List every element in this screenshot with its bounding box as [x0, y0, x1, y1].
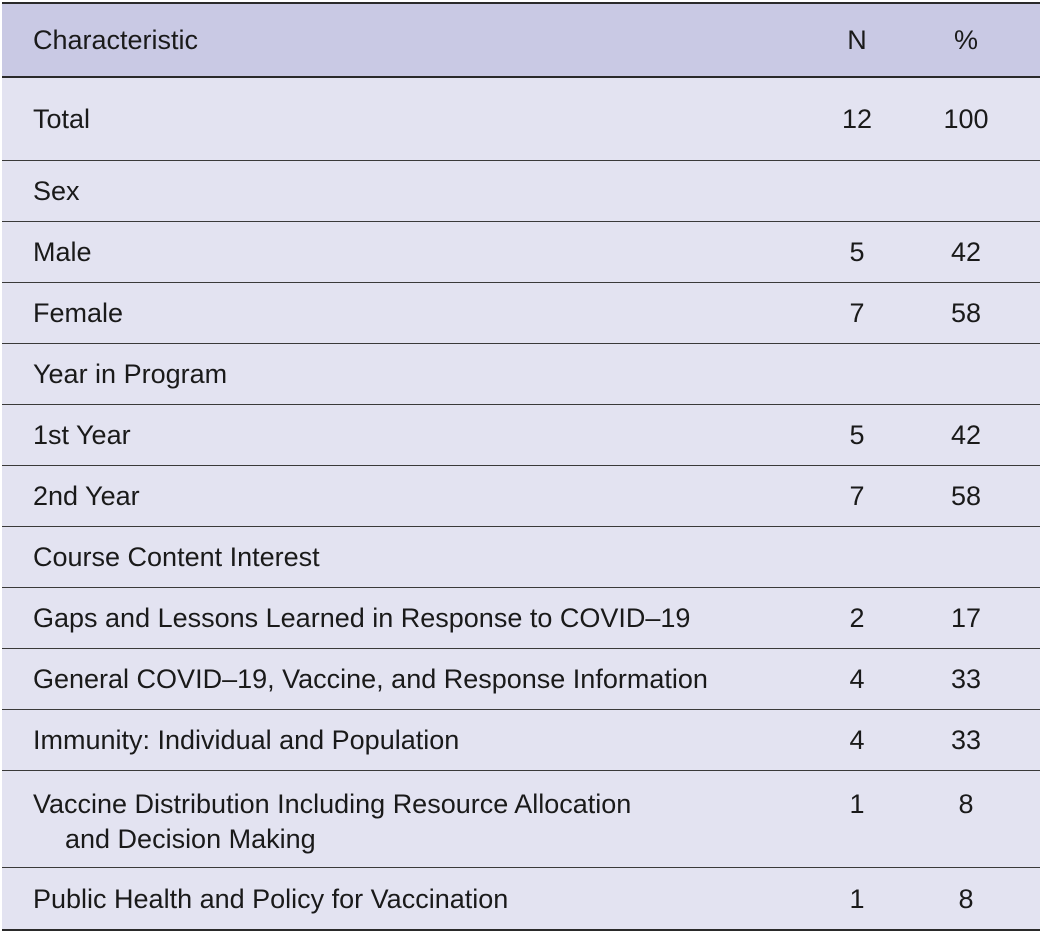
header-percent: %: [953, 25, 978, 55]
row-label: Year in Program: [33, 359, 228, 389]
row-percent: 58: [950, 298, 982, 328]
row-percent: 33: [950, 725, 982, 755]
row-label: Immunity: Individual and Population: [33, 725, 460, 755]
row-percent: 100: [943, 104, 989, 134]
row-n: 1: [849, 789, 865, 819]
row-label: General COVID–19, Vaccine, and Response …: [33, 664, 708, 694]
table-row-section-sex: Sex: [2, 161, 1040, 222]
row-n: 4: [849, 664, 865, 694]
table-row-section-course: Course Content Interest: [2, 527, 1040, 588]
row-percent: 33: [950, 664, 982, 694]
row-percent: 42: [950, 237, 982, 267]
row-label-wrapped: Vaccine Distribution Including Resource …: [2, 787, 762, 857]
table-row: General COVID–19, Vaccine, and Response …: [2, 649, 1040, 710]
row-n: 4: [849, 725, 865, 755]
table-row: 2nd Year 7 58: [2, 466, 1040, 527]
table-row-section-year: Year in Program: [2, 344, 1040, 405]
row-label: Total: [33, 104, 91, 134]
table-header-row: Characteristic N %: [2, 4, 1040, 78]
row-n: 5: [849, 420, 865, 450]
row-percent: 42: [950, 420, 982, 450]
row-n: 7: [849, 481, 865, 511]
header-n: N: [847, 25, 867, 55]
row-label: Male: [33, 237, 92, 267]
row-label: 1st Year: [33, 420, 131, 450]
table-row: Vaccine Distribution Including Resource …: [2, 771, 1040, 868]
table-row-total: Total 12 100: [2, 78, 1040, 161]
row-n: 7: [849, 298, 865, 328]
row-n: 2: [849, 603, 865, 633]
row-label: Female: [33, 298, 124, 328]
table-row: Immunity: Individual and Population 4 33: [2, 710, 1040, 771]
row-n: 12: [842, 104, 873, 134]
row-percent: 17: [950, 603, 982, 633]
row-n: 1: [849, 883, 865, 914]
row-label: Public Health and Policy for Vaccination: [33, 883, 509, 914]
row-label: Course Content Interest: [33, 542, 320, 572]
table-row: Gaps and Lessons Learned in Response to …: [2, 588, 1040, 649]
row-label-continuation: and Decision Making: [65, 824, 316, 854]
table-row: Male 5 42: [2, 222, 1040, 283]
header-characteristic: Characteristic: [33, 25, 199, 55]
table-row: 1st Year 5 42: [2, 405, 1040, 466]
row-percent: 8: [958, 789, 974, 819]
row-label: Sex: [33, 176, 80, 206]
row-n: 5: [849, 237, 865, 267]
table-row: Public Health and Policy for Vaccination…: [2, 868, 1040, 929]
row-label: 2nd Year: [33, 481, 140, 511]
row-percent: 8: [958, 883, 974, 914]
row-label: Gaps and Lessons Learned in Response to …: [33, 603, 691, 633]
row-label: Vaccine Distribution Including Resource …: [33, 789, 632, 819]
row-percent: 58: [950, 481, 982, 511]
table-row: Female 7 58: [2, 283, 1040, 344]
